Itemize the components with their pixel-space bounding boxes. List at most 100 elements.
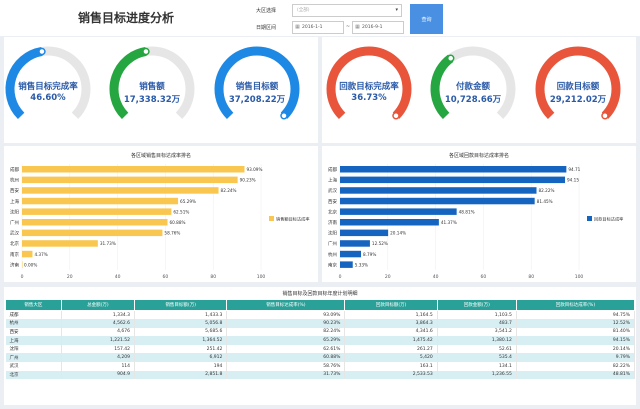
- table-cell: 1,236.55: [437, 370, 517, 380]
- end-date-value: 2016-9-1: [362, 24, 383, 30]
- category-label: 济南: [328, 219, 337, 226]
- data-label: 60.88%: [170, 220, 186, 225]
- table-header-cell: 销售目标达成率(%): [226, 299, 346, 311]
- table-cell: 3,864.3: [344, 319, 438, 328]
- table-cell: 4,341.6: [344, 327, 438, 337]
- gauge-value: 29,212.02万: [549, 95, 607, 105]
- x-tick-label: 0: [21, 274, 24, 280]
- table-cell: 60.88%: [226, 353, 346, 363]
- bar: [340, 208, 457, 215]
- table-cell: 12.52%: [516, 319, 636, 328]
- data-label: 0.00%: [24, 262, 37, 267]
- table-cell: 261.27: [344, 344, 438, 354]
- table-cell: 93.09%: [226, 310, 346, 320]
- category-label: 广州: [328, 240, 337, 247]
- table-cell: 82.22%: [516, 362, 636, 371]
- data-label: 12.52%: [372, 241, 388, 246]
- bar: [22, 250, 33, 258]
- sales-rank-svg: 各区域销售目标达成率排名020406080100(%)成都93.09%杭州90.…: [10, 152, 310, 280]
- category-label: 武汉: [10, 230, 19, 237]
- table-cell: 2,851.8: [134, 370, 228, 380]
- table-cell: 西安: [5, 327, 62, 337]
- bar: [22, 187, 219, 194]
- legend-label: 销售额目标达成率: [276, 216, 310, 223]
- category-label: 北京: [328, 208, 337, 215]
- bar: [340, 187, 537, 194]
- table-cell: 1,221.52: [61, 336, 136, 345]
- bar: [22, 208, 172, 215]
- bar: [22, 197, 179, 205]
- x-tick-label: 60: [163, 274, 169, 280]
- gauge-fill: [326, 46, 412, 120]
- start-date-value: 2016-1-1: [302, 24, 323, 30]
- table-cell: 成都: [5, 310, 62, 320]
- query-button[interactable]: 查询: [410, 4, 443, 34]
- legend-swatch: [587, 216, 592, 221]
- table-header-cell: 回款目标额(万): [344, 299, 438, 311]
- legend-swatch: [269, 216, 274, 221]
- bar: [340, 261, 353, 268]
- gauge-fill: [5, 47, 43, 120]
- gauge-knob: [446, 54, 455, 62]
- category-label: 广州: [10, 219, 19, 226]
- table-cell: 广州: [5, 353, 62, 363]
- table-cell: 4,676: [61, 327, 136, 337]
- table-row: 成都 1,334.3 1,433.3 93.09% 1,164.5 1,103.5 94.7…: [5, 310, 636, 320]
- start-date-input[interactable]: ▦ 2016-1-1: [292, 20, 344, 34]
- x-tick-label: 100: [257, 274, 266, 280]
- table-row: 沈阳 157.42 251.42 62.61% 261.27 52.61 20.14%: [5, 344, 636, 354]
- table-cell: 48.81%: [516, 370, 636, 380]
- bar: [22, 240, 98, 247]
- table-row: 西安 4,676 5,685.6 82.24% 4,341.6 3,541.2 81.40%: [5, 327, 636, 337]
- gauge-value: 36.73%: [351, 93, 387, 103]
- category-label: 武汉: [328, 187, 337, 194]
- table-row: 杭州 4,562.6 5,056.8 90.23% 3,864.3 483.7 12.52%: [5, 319, 636, 328]
- x-tick-label: 40: [433, 274, 439, 280]
- table-cell: 2,533.53: [344, 370, 438, 380]
- bar: [340, 176, 566, 184]
- calendar-icon: ▦: [355, 24, 360, 30]
- region-select-value: (全部): [297, 8, 310, 13]
- gauge-4: 付款金额 10,728.66万: [423, 37, 523, 143]
- gauge-3: 回款目标完成率 36.73%: [319, 37, 419, 143]
- table-cell: 94.75%: [516, 310, 636, 320]
- table-cell: 沈阳: [5, 344, 62, 354]
- gauge-value: 10,728.66万: [444, 95, 502, 105]
- table-cell: 163.1: [344, 362, 438, 371]
- gauge-value: 46.60%: [30, 93, 66, 103]
- table-header-cell: 销售目标额(万): [134, 299, 228, 311]
- end-date-input[interactable]: ▦ 2016-9-1: [352, 20, 404, 34]
- table-cell: 1,433.3: [134, 310, 228, 320]
- table-cell: 82.24%: [226, 327, 346, 337]
- table-cell: 5,685.6: [134, 327, 228, 337]
- data-label: 4.37%: [34, 252, 47, 257]
- table-cell: 58.76%: [226, 362, 346, 371]
- x-tick-label: 100: [575, 274, 584, 280]
- gauge-fill: [109, 47, 147, 120]
- gauge-value: 17,338.32万: [123, 95, 181, 105]
- region-select[interactable]: (全部) ▾: [292, 3, 402, 17]
- table-cell: 251.42: [134, 344, 228, 354]
- data-label: 48.81%: [459, 209, 475, 214]
- category-label: 上海: [328, 177, 337, 184]
- page-title: 销售目标进度分析: [78, 11, 175, 25]
- table-header-cell: 回款目标达成率(%): [515, 299, 636, 311]
- table-cell: 157.42: [61, 344, 136, 354]
- table-cell: 535.4: [437, 353, 517, 363]
- gauge-label: 销售目标完成率: [18, 82, 78, 92]
- table-row: 北京 904.9 2,851.8 31.73% 2,533.53 1,236.55 48.8…: [5, 370, 636, 380]
- data-label: 82.22%: [539, 188, 555, 193]
- table-cell: 1,364.52: [134, 336, 228, 345]
- category-label: 济南: [10, 261, 19, 268]
- table-cell: 62.61%: [226, 344, 346, 354]
- bar: [22, 166, 245, 173]
- table-cell: 上海: [5, 336, 62, 345]
- data-label: 93.09%: [246, 167, 262, 172]
- x-tick-label: 80: [210, 274, 216, 280]
- category-label: 北京: [10, 240, 19, 247]
- table-cell: 4,209: [61, 353, 136, 363]
- plan-detail-table: 销售大区 总金额(万) 销售目标额(万) 销售目标达成率(%) 回款目标额(万) 回款金额…: [5, 299, 636, 380]
- table-cell: 北京: [5, 370, 62, 380]
- bar: [340, 250, 362, 258]
- date-label: 日期区间: [256, 24, 277, 31]
